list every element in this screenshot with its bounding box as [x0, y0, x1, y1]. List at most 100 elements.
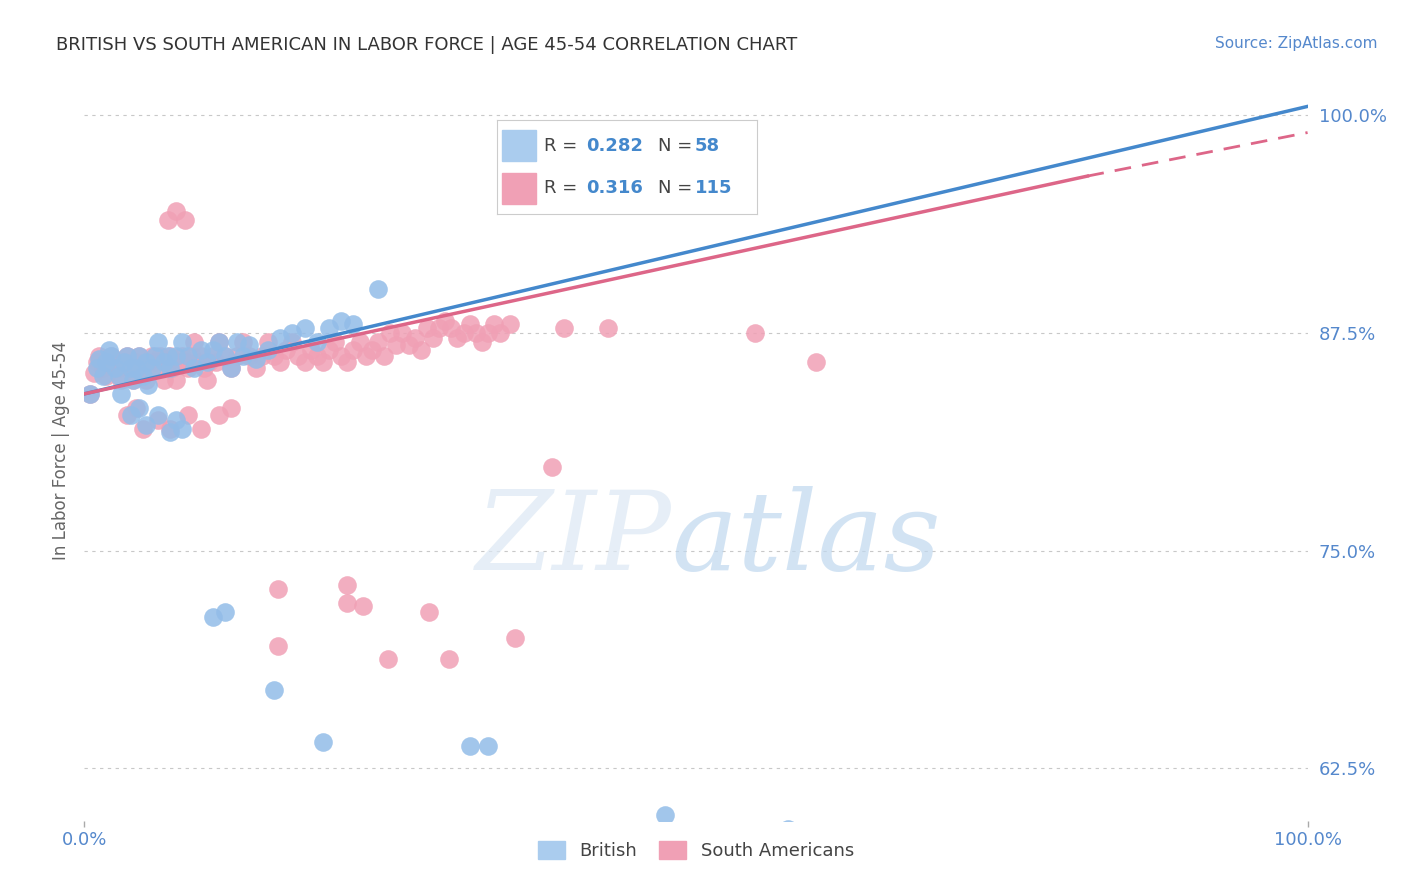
Point [112, 355, 135, 369]
Point [482, 317, 505, 331]
Point [294, 320, 316, 334]
Point [122, 373, 145, 387]
Text: N =: N = [658, 136, 699, 154]
Text: BRITISH VS SOUTH AMERICAN IN LABOR FORCE | AGE 45-54 CORRELATION CHART: BRITISH VS SOUTH AMERICAN IN LABOR FORCE… [56, 36, 797, 54]
Point [146, 334, 169, 349]
Point [287, 349, 309, 363]
Point [156, 355, 179, 369]
Point [458, 739, 481, 753]
Point [446, 331, 468, 345]
Point [86, 355, 108, 369]
Point [360, 343, 382, 358]
Point [377, 651, 399, 665]
Point [159, 349, 181, 363]
Point [159, 425, 181, 439]
Point [177, 349, 200, 363]
Point [226, 349, 249, 363]
Point [257, 334, 280, 349]
Point [159, 422, 181, 436]
Point [434, 314, 457, 328]
Point [91, 369, 114, 384]
Point [219, 360, 242, 375]
Point [153, 355, 176, 369]
Point [330, 314, 353, 328]
FancyBboxPatch shape [502, 173, 536, 204]
Point [404, 331, 426, 345]
Point [173, 212, 195, 227]
Point [342, 343, 364, 358]
Point [79, 387, 101, 401]
Point [201, 349, 224, 363]
Point [177, 408, 200, 422]
Point [183, 360, 205, 375]
Point [177, 360, 200, 375]
Point [776, 822, 799, 837]
Point [232, 349, 254, 363]
Point [654, 808, 676, 822]
Point [195, 355, 218, 369]
Point [269, 355, 291, 369]
Point [183, 334, 205, 349]
Point [266, 640, 288, 654]
Point [86, 360, 108, 375]
Point [245, 351, 267, 366]
Point [146, 408, 169, 422]
Point [380, 326, 402, 340]
Text: 58: 58 [695, 136, 720, 154]
Point [125, 355, 148, 369]
Point [96, 355, 118, 369]
Point [330, 349, 353, 363]
Point [437, 651, 460, 665]
Point [190, 422, 212, 436]
Point [162, 360, 184, 375]
Point [125, 401, 148, 415]
Point [263, 349, 285, 363]
Point [422, 331, 444, 345]
Point [477, 326, 499, 340]
Point [418, 605, 440, 619]
Point [208, 334, 231, 349]
Point [110, 387, 132, 401]
Point [165, 349, 187, 363]
Point [128, 401, 150, 415]
Y-axis label: In Labor Force | Age 45-54: In Labor Force | Age 45-54 [52, 341, 70, 560]
Point [464, 326, 486, 340]
Point [201, 343, 224, 358]
Point [143, 355, 166, 369]
Point [299, 343, 322, 358]
Point [553, 320, 575, 334]
Point [219, 360, 242, 375]
Point [135, 355, 157, 369]
Point [214, 605, 236, 619]
Point [132, 360, 155, 375]
Legend: British, South Americans: British, South Americans [531, 833, 860, 867]
Point [373, 349, 395, 363]
Point [100, 349, 122, 363]
Text: R =: R = [544, 136, 583, 154]
Point [172, 422, 194, 436]
Point [336, 596, 359, 610]
Point [276, 343, 298, 358]
Point [391, 326, 413, 340]
Point [181, 349, 204, 363]
Point [79, 387, 101, 401]
Point [232, 334, 254, 349]
Point [97, 343, 120, 358]
Point [250, 349, 273, 363]
Point [540, 460, 562, 475]
Point [83, 366, 105, 380]
Point [156, 212, 179, 227]
Point [136, 378, 159, 392]
Point [172, 349, 194, 363]
Point [173, 355, 195, 369]
Text: atlas: atlas [672, 485, 941, 593]
Point [132, 369, 155, 384]
Text: 0.316: 0.316 [586, 179, 643, 197]
Point [804, 355, 827, 369]
Point [128, 349, 150, 363]
Text: ZIP: ZIP [475, 485, 672, 593]
Point [349, 334, 371, 349]
Point [172, 334, 194, 349]
Point [266, 582, 288, 596]
Point [146, 360, 169, 375]
